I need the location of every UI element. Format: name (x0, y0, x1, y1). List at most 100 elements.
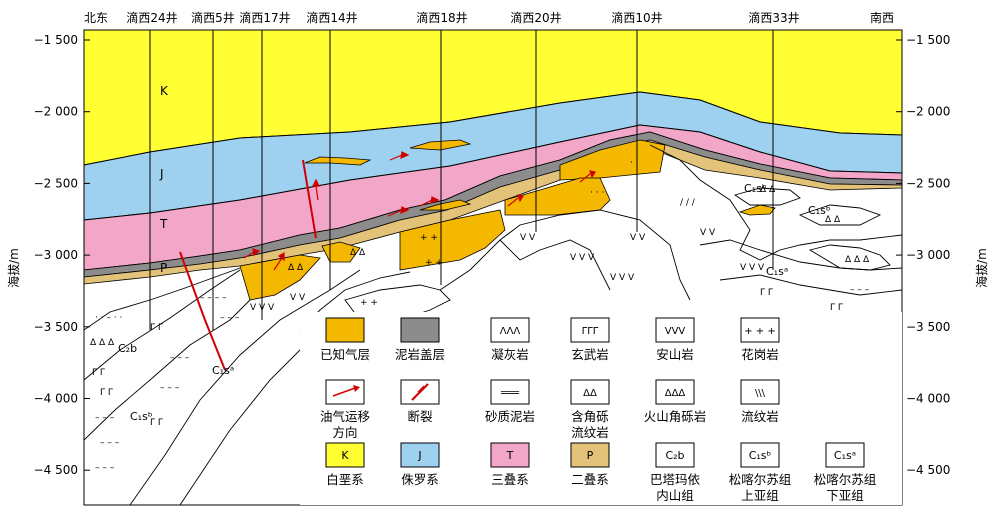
y-axis-label-left: 海拔/m (6, 248, 21, 288)
label-K: K (160, 84, 169, 98)
well-label: 滴西20井 (510, 10, 561, 25)
svg-text:Δ Δ: Δ Δ (825, 215, 841, 225)
legend-label: 流纹岩 (571, 425, 609, 440)
legend-symbol: C₂b (665, 449, 684, 462)
tick-label-right: −4 000 (906, 392, 950, 406)
legend-label: 流纹岩 (741, 409, 779, 424)
legend-swatch (490, 317, 530, 343)
legend-pattern: ═══ (500, 388, 520, 399)
legend-pattern: \\\ (755, 388, 766, 399)
legend-label: 三叠系 (491, 472, 529, 487)
legend-swatch (740, 317, 780, 343)
svg-text:V V: V V (630, 233, 646, 243)
legend-item: 已知气层 (320, 317, 370, 362)
well-label: 滴西10井 (611, 10, 662, 25)
tick-label-left: −2 000 (34, 105, 78, 119)
legend-pattern: ΔΔΔ (665, 388, 686, 399)
legend-swatch (400, 442, 440, 468)
tick-label-right: −3 500 (906, 320, 950, 334)
svg-text:– – –: – – – (850, 285, 870, 295)
legend-label: 内山组 (656, 488, 694, 503)
tick-label-right: −1 500 (906, 33, 950, 47)
well-lines (149, 30, 774, 330)
legend-item: ═══ 砂质泥岩 (485, 379, 535, 424)
well-labels: 滴西24井 滴西5井 滴西17井 滴西14井 滴西18井 滴西20井 滴西10井 滴西33井 (126, 10, 799, 25)
tick-label-right: −2 000 (906, 105, 950, 119)
legend-pattern: ΛΛΛ (500, 326, 521, 337)
legend-label: 松喀尔苏组 (729, 472, 792, 487)
legend-label: 凝灰岩 (491, 347, 529, 362)
legend-item: 断裂 (400, 379, 440, 424)
legend-swatch (570, 317, 610, 343)
label-c1sb-left: C₁sᵇ (130, 410, 153, 423)
legend-symbol: T (506, 449, 514, 462)
svg-text:– – –: – – – (95, 413, 115, 423)
direction-label-left: 北东 (84, 11, 108, 25)
migration-arrow-icon (332, 387, 356, 397)
svg-text:Γ Γ: Γ Γ (92, 368, 105, 378)
well-label: 滴西5井 (191, 10, 235, 25)
svg-text:+ +: + + (425, 258, 443, 268)
legend-swatch (655, 317, 695, 343)
svg-text:– – –: – – – (100, 438, 120, 448)
legend-symbol: J (417, 449, 421, 462)
legend-item: + + + 花岗岩 (740, 317, 780, 362)
tick-label-left: −4 500 (34, 463, 78, 477)
tick-label-left: −4 000 (34, 392, 78, 406)
label-c1sa-right: C₁sᵃ (766, 265, 788, 278)
tick-label-right: −3 000 (906, 248, 950, 262)
well-label: 滴西24井 (126, 10, 177, 25)
migration-arrows (243, 151, 596, 271)
legend-pattern: ΔΔ (583, 388, 597, 399)
label-c1sb-right-a: C₁sᵇ (744, 182, 767, 195)
legend-swatch (740, 379, 780, 405)
tick-label-left: −1 500 (34, 33, 78, 47)
legend-label: 泥岩盖层 (395, 347, 445, 362)
legend-item: VVV 安山岩 (655, 317, 695, 362)
svg-text:Γ Γ: Γ Γ (760, 288, 773, 298)
svg-text:– – – –: – – – – (200, 293, 227, 303)
svg-text:/ / /: / / / (680, 198, 696, 208)
layer-permian (84, 139, 902, 285)
legend-pattern: ΓΓΓ (582, 326, 599, 337)
legend-swatch (325, 442, 365, 468)
well-label: 滴西17井 (239, 10, 290, 25)
legend-swatch (740, 442, 780, 468)
legend-label: 安山岩 (656, 347, 694, 362)
label-P: P (160, 261, 167, 275)
tick-label-right: −2 500 (906, 176, 950, 190)
svg-text:– – –: – – – (160, 383, 180, 393)
svg-text:Δ Δ: Δ Δ (350, 248, 366, 258)
legend-label: 方向 (332, 425, 357, 440)
legend-item: J 侏罗系 (400, 442, 440, 487)
legend-symbol: K (341, 449, 349, 462)
y-axis-ticks: −1 500 −1 500 −2 000 −2 000 −2 500 −2 500 −3 0… (34, 33, 951, 477)
svg-text:V V: V V (290, 293, 306, 303)
tick-label-left: −3 000 (34, 248, 78, 262)
legend-swatch (570, 442, 610, 468)
well-label: 滴西33井 (748, 10, 799, 25)
tick-label-left: −2 500 (34, 176, 78, 190)
well-label: 滴西18井 (416, 10, 467, 25)
legend-swatch (655, 379, 695, 405)
legend-label: 二叠系 (571, 472, 609, 487)
svg-text:Γ Γ: Γ Γ (100, 388, 113, 398)
legend-swatch (400, 317, 440, 343)
svg-text:Δ Δ Δ: Δ Δ Δ (845, 255, 870, 265)
gas-reservoirs (239, 139, 776, 301)
legend-label: 花岗岩 (741, 347, 779, 362)
legend-label: 侏罗系 (401, 472, 439, 487)
legend-swatch (325, 317, 365, 343)
svg-text:Δ Δ: Δ Δ (288, 263, 304, 273)
legend-item: P 二叠系 (570, 442, 610, 487)
legend-label: 油气运移 (320, 409, 370, 424)
label-c2b: C₂b (118, 342, 137, 355)
svg-text:Γ Γ: Γ Γ (150, 323, 163, 333)
label-c1sb-right-b: C₁sᵇ (808, 204, 831, 217)
legend-item: ΔΔΔ 火山角砾岩 (644, 379, 706, 424)
legend-label: 断裂 (407, 409, 432, 424)
